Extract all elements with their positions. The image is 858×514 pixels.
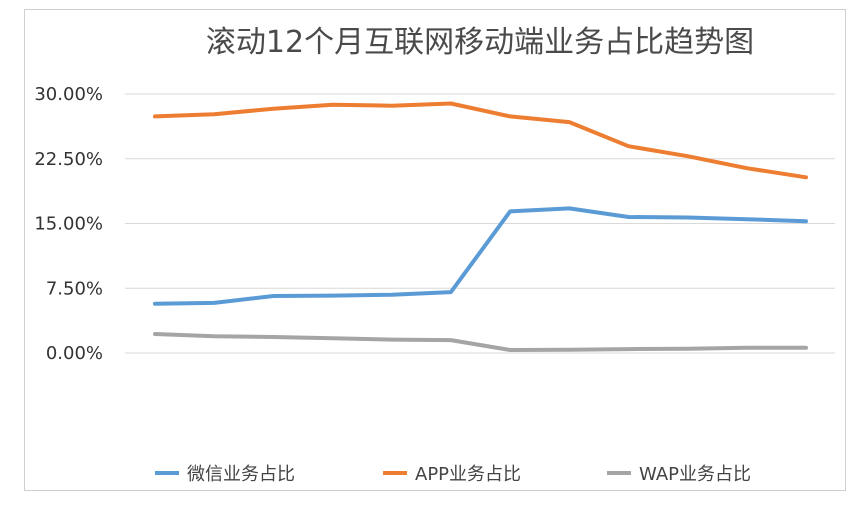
- legend: 微信业务占比 APP业务占比 WAP业务占比: [155, 464, 751, 485]
- series-lines: [153, 101, 808, 352]
- series-line-1: [153, 206, 808, 306]
- legend-label: 微信业务占比: [187, 464, 295, 485]
- y-tick-label: 15.00%: [34, 214, 103, 235]
- y-axis-ticks: 0.00% 7.50% 15.00% 22.50% 30.00%: [34, 84, 103, 364]
- chart-frame: [24, 9, 846, 491]
- chart-title: 滚动12个月互联网移动端业务占比趋势图: [206, 25, 754, 60]
- y-tick-label: 0.00%: [46, 343, 103, 364]
- gridlines: [125, 93, 835, 354]
- legend-label: APP业务占比: [415, 464, 521, 485]
- legend-label: WAP业务占比: [639, 464, 751, 485]
- y-tick-label: 7.50%: [46, 278, 103, 299]
- y-tick-label: 30.00%: [34, 84, 103, 105]
- series-line-3: [153, 332, 808, 352]
- series-line-2: [153, 101, 808, 180]
- y-tick-label: 22.50%: [34, 149, 103, 170]
